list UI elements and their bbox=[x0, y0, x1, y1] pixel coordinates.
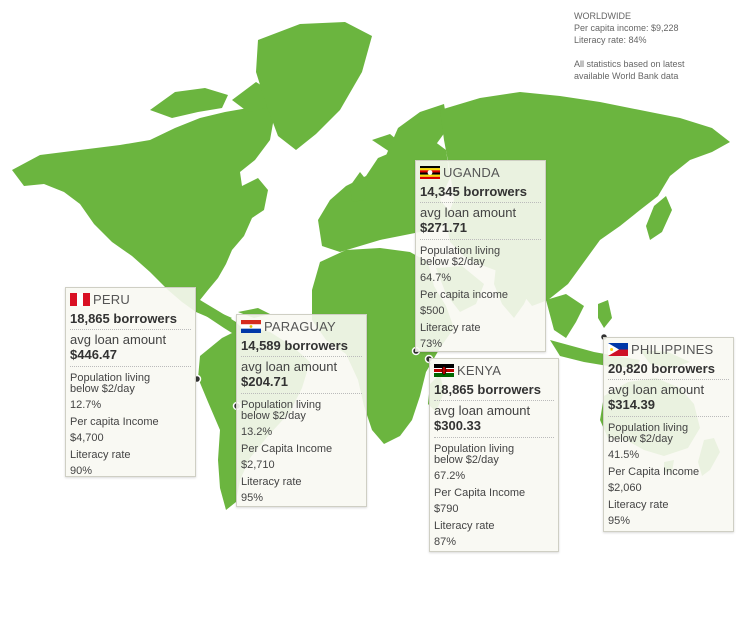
poverty-value: 12.7% bbox=[70, 399, 102, 411]
country-card-paraguay[interactable]: PARAGUAY 14,589 borrowers avg loan amoun… bbox=[236, 314, 367, 507]
arctic-islands bbox=[150, 88, 228, 118]
avg-loan-value: $314.39 bbox=[608, 397, 729, 417]
avg-loan-label: avg loan amount bbox=[420, 205, 517, 220]
income-value: $2,060 bbox=[608, 482, 642, 494]
income-label: Per capita Income bbox=[70, 416, 159, 428]
literacy-label: Literacy rate bbox=[434, 520, 495, 532]
worldwide-info: WORLDWIDE Per capita income: $9,228 Lite… bbox=[574, 10, 724, 82]
country-card-uganda[interactable]: UGANDA 14,345 borrowers avg loan amount … bbox=[415, 160, 546, 352]
country-card-peru[interactable]: PERU 18,865 borrowers avg loan amount $4… bbox=[65, 287, 196, 477]
avg-loan-value: $204.71 bbox=[241, 374, 362, 394]
british-isles bbox=[350, 172, 368, 202]
philippines-flag-icon bbox=[608, 342, 628, 356]
income-label: Per capita income bbox=[420, 289, 509, 301]
literacy-value: 87% bbox=[434, 536, 457, 548]
country-name: KENYA bbox=[457, 362, 502, 378]
borrower-count: 18,865 borrowers bbox=[434, 382, 554, 401]
poverty-label: Population living below $2/day bbox=[241, 399, 322, 422]
literacy-label: Literacy rate bbox=[420, 322, 481, 334]
worldwide-income: Per capita income: $9,228 bbox=[574, 23, 679, 33]
income-value: $790 bbox=[434, 503, 459, 515]
poverty-label: Population living below $2/day bbox=[70, 372, 151, 395]
literacy-value: 73% bbox=[420, 338, 443, 350]
literacy-value: 95% bbox=[608, 515, 631, 527]
borrower-count: 14,345 borrowers bbox=[420, 184, 541, 203]
literacy-value: 95% bbox=[241, 492, 264, 504]
poverty-label: Population living below $2/day bbox=[434, 443, 515, 466]
kenya-flag-icon bbox=[434, 363, 454, 377]
japan bbox=[646, 196, 672, 240]
scandinavia bbox=[384, 104, 448, 172]
income-value: $500 bbox=[420, 305, 445, 317]
data-source-note-line1: All statistics based on latest bbox=[574, 59, 685, 69]
avg-loan-value: $446.47 bbox=[70, 347, 191, 367]
poverty-label: Population living below $2/day bbox=[420, 245, 501, 268]
peru-flag-icon bbox=[70, 292, 90, 306]
borrower-count: 18,865 borrowers bbox=[70, 311, 191, 330]
country-card-kenya[interactable]: KENYA 18,865 borrowers avg loan amount $… bbox=[429, 358, 559, 552]
avg-loan-value: $271.71 bbox=[420, 220, 541, 240]
literacy-label: Literacy rate bbox=[70, 449, 131, 461]
philippine-islands bbox=[598, 300, 612, 328]
avg-loan-label: avg loan amount bbox=[434, 403, 531, 418]
avg-loan-label: avg loan amount bbox=[70, 332, 167, 347]
borrower-count: 20,820 borrowers bbox=[608, 361, 729, 380]
country-name: PHILIPPINES bbox=[631, 341, 714, 357]
income-value: $2,710 bbox=[241, 459, 275, 471]
paraguay-flag-icon bbox=[241, 319, 261, 333]
north-america-landmass bbox=[12, 96, 275, 322]
income-value: $4,700 bbox=[70, 432, 104, 444]
poverty-value: 64.7% bbox=[420, 272, 452, 284]
avg-loan-label: avg loan amount bbox=[241, 359, 338, 374]
data-source-note-line2: available World Bank data bbox=[574, 71, 679, 81]
poverty-value: 67.2% bbox=[434, 470, 466, 482]
uganda-flag-icon bbox=[420, 165, 440, 179]
poverty-label: Population living below $2/day bbox=[608, 422, 689, 445]
poverty-value: 41.5% bbox=[608, 449, 640, 461]
borrower-count: 14,589 borrowers bbox=[241, 338, 362, 357]
income-label: Per Capita Income bbox=[608, 466, 700, 478]
southeast-asia bbox=[546, 294, 584, 338]
poverty-value: 13.2% bbox=[241, 426, 273, 438]
worldwide-literacy: Literacy rate: 84% bbox=[574, 35, 647, 45]
country-card-philippines[interactable]: PHILIPPINES 20,820 borrowers avg loan am… bbox=[603, 337, 734, 532]
literacy-value: 90% bbox=[70, 465, 93, 477]
greenland bbox=[256, 22, 372, 150]
avg-loan-label: avg loan amount bbox=[608, 382, 705, 397]
income-label: Per Capita Income bbox=[434, 487, 526, 499]
literacy-label: Literacy rate bbox=[608, 499, 669, 511]
country-name: PARAGUAY bbox=[264, 318, 336, 334]
worldwide-title: WORLDWIDE bbox=[574, 11, 631, 21]
income-label: Per Capita Income bbox=[241, 443, 333, 455]
country-name: UGANDA bbox=[443, 164, 500, 180]
country-name: PERU bbox=[93, 291, 130, 307]
avg-loan-value: $300.33 bbox=[434, 418, 554, 438]
literacy-label: Literacy rate bbox=[241, 476, 302, 488]
